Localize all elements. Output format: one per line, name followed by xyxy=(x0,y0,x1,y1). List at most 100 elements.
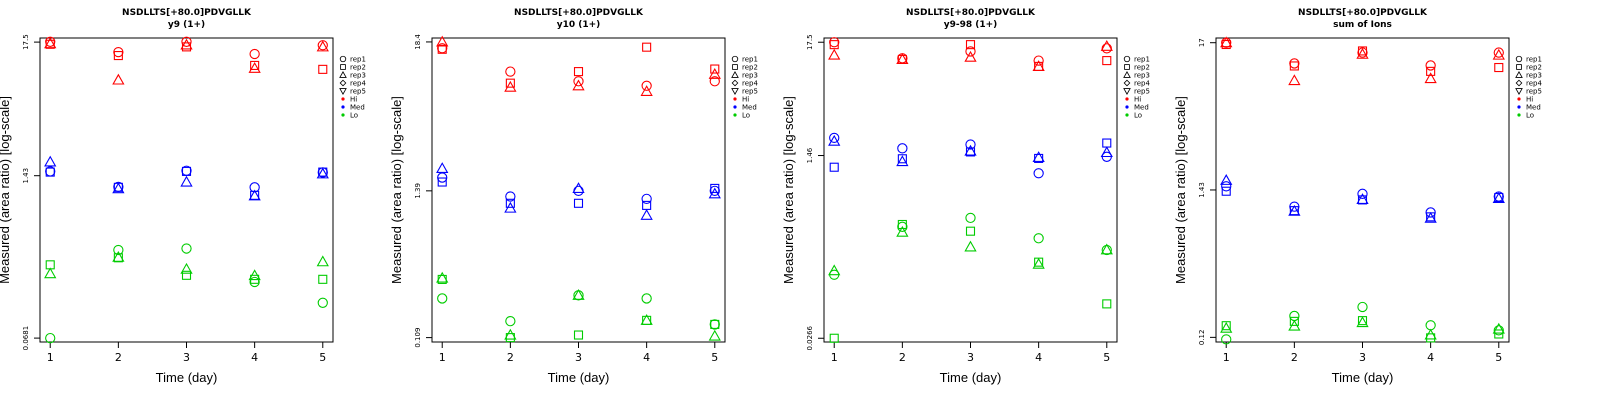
x-tick-label: 4 xyxy=(1035,351,1042,364)
data-point-hi-rep2 xyxy=(113,51,123,61)
data-point-lo-rep1 xyxy=(45,332,56,344)
data-point-med-rep3 xyxy=(316,167,329,179)
legend-label-lo: Lo xyxy=(350,112,358,120)
chart-title: NSDLLTS[+80.0]PDVGLLK xyxy=(514,8,644,18)
data-point-hi-rep1 xyxy=(1493,47,1504,58)
data-point-hi-rep1 xyxy=(1033,55,1044,66)
legend-dot-hi xyxy=(1125,97,1129,101)
data-point-med-rep2 xyxy=(829,162,839,172)
chart-subtitle: y9-98 (1+) xyxy=(944,20,998,30)
data-point-med-rep1 xyxy=(249,182,260,193)
data-point-med-rep1 xyxy=(829,132,840,144)
x-axis-label: Time (day) xyxy=(940,370,1002,385)
data-point-lo-rep1 xyxy=(181,243,192,254)
data-point-lo-rep1 xyxy=(505,316,516,327)
data-point-med-rep1 xyxy=(1357,188,1368,199)
legend-label-med: Med xyxy=(742,104,757,112)
scatter-panel-1: NSDLLTS[+80.0]PDVGLLK y9 (1+) 1 2 3 4 5 0.0681 1… xyxy=(0,8,366,385)
y-tick-label: 1.39 xyxy=(414,183,422,199)
data-point-lo-rep2 xyxy=(1102,299,1112,309)
data-point-lo-rep1 xyxy=(437,293,448,304)
legend-label-hi: Hi xyxy=(1134,96,1141,104)
data-point-hi-rep3 xyxy=(1032,60,1045,71)
data-point-med-rep3 xyxy=(828,134,841,146)
data-point-hi-rep2 xyxy=(1102,56,1112,66)
data-point-hi-rep3 xyxy=(828,48,841,60)
data-point-lo-rep2 xyxy=(318,274,328,284)
legend-dot-med xyxy=(733,105,737,109)
data-point-med-rep2 xyxy=(573,198,584,208)
data-point-lo-rep1 xyxy=(1221,334,1232,345)
legend-label-lo: Lo xyxy=(742,112,750,120)
data-point-med-rep1 xyxy=(709,185,720,196)
legend-dot-lo xyxy=(1125,113,1129,117)
data-point-hi-rep2 xyxy=(250,60,260,70)
data-point-lo-rep1 xyxy=(709,319,720,330)
legend-label-rep3: rep3 xyxy=(742,72,758,80)
data-point-med-rep2 xyxy=(1221,186,1231,196)
x-tick-label: 1 xyxy=(439,351,446,364)
data-point-med-rep3 xyxy=(436,162,449,173)
data-point-hi-rep2 xyxy=(573,67,584,77)
scatter-panel-4: NSDLLTS[+80.0]PDVGLLK sum of Ions 1 2 3 4 5 0.1… xyxy=(1173,8,1542,385)
data-point-med-rep3 xyxy=(112,182,125,194)
x-tick-label: 3 xyxy=(967,351,974,364)
data-point-hi-rep3 xyxy=(964,50,977,62)
y-tick-label: 17 xyxy=(1198,38,1206,47)
y-tick-label: 0.0266 xyxy=(806,325,814,350)
plot-frame xyxy=(39,37,334,343)
data-point-med-rep1 xyxy=(1033,168,1044,179)
data-point-lo-rep1 xyxy=(249,276,260,288)
data-point-lo-rep3 xyxy=(828,264,841,276)
legend-label-rep4: rep4 xyxy=(350,80,366,88)
legend-marker-rep3 xyxy=(339,71,347,78)
legend-marker-rep5 xyxy=(731,88,739,95)
data-point-lo-rep3 xyxy=(572,288,585,300)
legend-label-rep2: rep2 xyxy=(742,64,758,72)
legend-label-hi: Hi xyxy=(350,96,357,104)
data-point-lo-rep3 xyxy=(896,225,909,237)
data-point-hi-rep3 xyxy=(112,73,125,85)
data-point-lo-rep3 xyxy=(640,314,653,325)
data-point-med-rep3 xyxy=(504,201,517,213)
data-point-hi-rep3 xyxy=(1220,36,1233,48)
data-point-lo-rep1 xyxy=(1493,325,1504,336)
legend-dot-med xyxy=(1517,105,1521,109)
y-tick-label: 1.43 xyxy=(22,168,30,184)
data-point-lo-rep3 xyxy=(1356,316,1369,328)
data-point-hi-rep1 xyxy=(113,46,124,58)
data-point-lo-rep3 xyxy=(964,240,977,252)
data-point-lo-rep1 xyxy=(317,297,328,308)
data-point-lo-rep3 xyxy=(1100,243,1113,255)
legend-dot-med xyxy=(341,105,345,109)
data-point-hi-rep2 xyxy=(437,44,447,54)
data-point-lo-rep1 xyxy=(1357,301,1368,313)
data-point-lo-rep1 xyxy=(965,212,976,224)
legend-marker-rep4 xyxy=(731,79,739,87)
data-point-hi-rep3 xyxy=(1288,74,1301,86)
data-point-hi-rep2 xyxy=(1426,66,1436,76)
legend-label-rep4: rep4 xyxy=(742,80,758,88)
data-point-med-rep1 xyxy=(1221,181,1232,192)
y-axis-label: Measured (area ratio) [log-scale] xyxy=(781,96,796,284)
data-point-hi-rep2 xyxy=(1357,46,1368,56)
x-tick-label: 3 xyxy=(575,351,582,364)
legend-dot-hi xyxy=(1517,97,1521,101)
x-tick-label: 2 xyxy=(899,351,906,364)
legend-label-med: Med xyxy=(1134,104,1149,112)
data-point-med-rep3 xyxy=(572,182,585,193)
y-axis-label: Measured (area ratio) [log-scale] xyxy=(1173,96,1188,284)
data-point-lo-rep2 xyxy=(829,333,839,343)
plot-frame xyxy=(1215,37,1510,343)
legend-label-rep4: rep4 xyxy=(1134,80,1150,88)
y-axis-label: Measured (area ratio) [log-scale] xyxy=(0,96,12,284)
data-point-lo-rep3 xyxy=(1220,321,1233,333)
plot-frame xyxy=(823,37,1118,343)
data-point-lo-rep3 xyxy=(112,250,125,262)
y-tick-label: 17.5 xyxy=(22,34,30,50)
data-point-med-rep1 xyxy=(1289,201,1300,212)
data-point-hi-rep1 xyxy=(505,66,516,77)
